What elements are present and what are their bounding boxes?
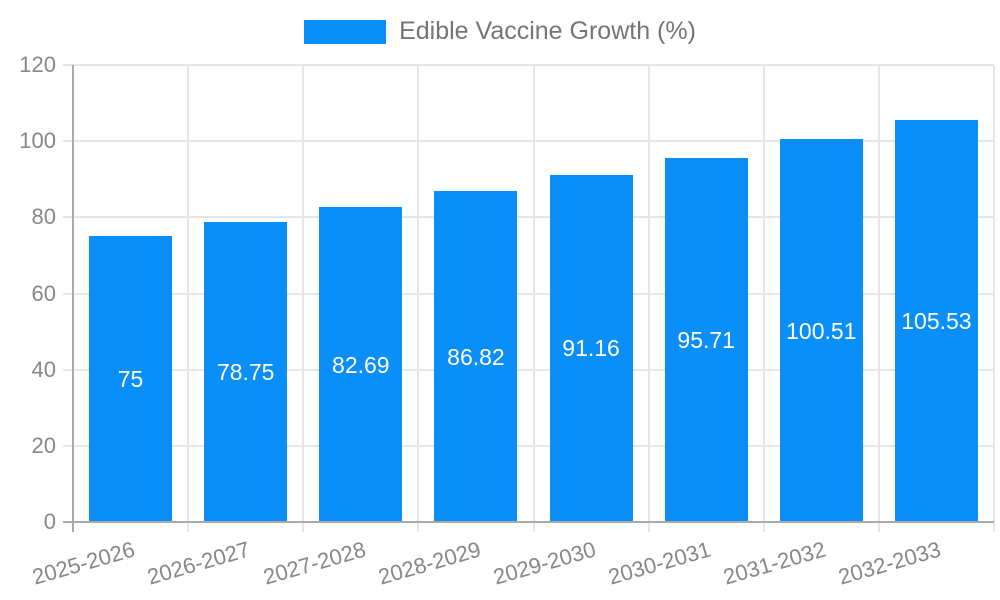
bar	[894, 120, 978, 522]
x-tick-label: 2029-2030	[490, 536, 599, 590]
bar	[549, 174, 633, 522]
bar	[204, 222, 288, 522]
gridline-horizontal	[63, 216, 994, 219]
y-tick-label: 20	[31, 432, 56, 458]
bar-value-label: 86.82	[447, 343, 505, 370]
gridline-horizontal	[63, 64, 994, 66]
bar	[779, 139, 863, 522]
y-tick-label: 120	[19, 52, 56, 77]
y-tick-label: 60	[31, 280, 56, 306]
bar-value-label: 91.16	[562, 335, 620, 362]
gridline-vertical	[532, 65, 535, 532]
x-tick-label: 2032-2033	[835, 536, 944, 590]
bar-value-label: 78.75	[216, 359, 275, 386]
gridline-horizontal	[63, 292, 994, 295]
bar	[664, 157, 748, 522]
gridline-vertical	[187, 65, 190, 532]
bar-value-label: 105.53	[901, 308, 972, 335]
gridline-vertical	[417, 65, 420, 532]
gridline-vertical	[762, 65, 765, 532]
x-tick-label: 2028-2029	[375, 536, 484, 590]
bar-value-label: 100.51	[786, 317, 857, 344]
y-axis-line	[72, 65, 74, 532]
x-tick-label: 2026-2027	[144, 536, 253, 590]
gridline-vertical	[302, 65, 305, 532]
x-tick-label: 2030-2031	[605, 536, 714, 590]
y-tick-label: 0	[43, 509, 56, 534]
x-tick-label: 2031-2032	[720, 536, 829, 590]
bar-value-label: 95.71	[677, 326, 735, 353]
bar	[89, 236, 173, 522]
gridline-vertical	[993, 65, 995, 532]
bar-value-label: 82.69	[332, 351, 390, 378]
gridline-vertical	[647, 65, 650, 532]
x-tick-label: 2025-2026	[29, 536, 138, 590]
gridline-vertical	[877, 65, 880, 532]
bar	[319, 207, 403, 522]
y-tick-label: 100	[19, 128, 56, 154]
legend-swatch	[304, 19, 387, 44]
gridline-horizontal	[63, 140, 994, 143]
gridline-horizontal	[63, 444, 994, 447]
bar	[434, 191, 518, 522]
bar-value-label: 75	[117, 366, 144, 393]
x-tick-label: 2027-2028	[260, 536, 369, 590]
y-tick-label: 80	[31, 204, 56, 230]
x-axis-line	[63, 521, 994, 523]
chart-legend[interactable]: Edible Vaccine Growth (%)	[0, 17, 1000, 46]
y-tick-label: 40	[31, 356, 56, 382]
gridline-horizontal	[63, 368, 994, 371]
legend-label: Edible Vaccine Growth (%)	[399, 17, 696, 45]
